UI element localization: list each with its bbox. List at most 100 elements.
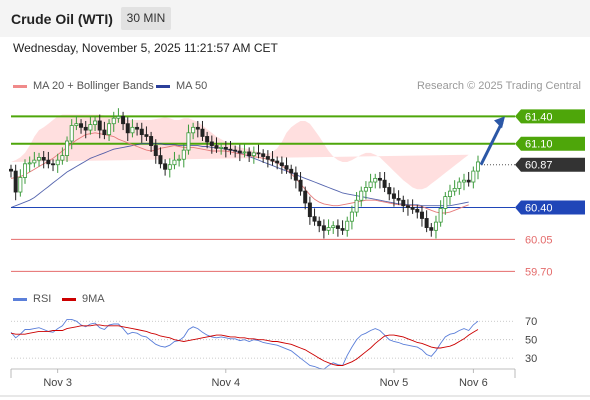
instrument-title: Crude Oil (WTI) [11, 11, 113, 27]
candle-body [401, 199, 406, 207]
rsi-swatch [13, 297, 27, 301]
candle-body [69, 125, 74, 142]
candle-body [265, 156, 270, 160]
candle-body [303, 190, 308, 204]
candle-body [335, 225, 340, 229]
ma9-label: 9MA [82, 293, 105, 305]
ma20-swatch [13, 84, 27, 88]
candle-body [130, 126, 135, 134]
candle-body [116, 116, 121, 119]
time-axis: Nov 3 Nov 4 Nov 5 Nov 6 [10, 368, 516, 389]
candle-body [307, 202, 312, 218]
candle-body [97, 120, 102, 131]
candle-body [433, 221, 438, 231]
candle-body [55, 159, 60, 166]
candle-body [186, 132, 191, 151]
candle-body [377, 177, 382, 181]
title-bar [0, 0, 590, 37]
ma9-swatch [62, 297, 76, 301]
candle-body [256, 152, 261, 155]
candle-body [200, 128, 205, 137]
candle-body [233, 149, 238, 152]
rsi-panel: 70 50 30 [10, 316, 537, 370]
candle-body [345, 220, 350, 231]
candle-body [139, 128, 144, 136]
candle-body [298, 179, 303, 192]
bottom-divider [0, 395, 590, 397]
credit-text: Research © 2025 Trading Central [416, 80, 581, 92]
candle-body [270, 158, 275, 162]
candle-body [237, 150, 242, 154]
candle-body [312, 216, 317, 222]
candle-body [419, 211, 424, 219]
legend-ma20: MA 20 + Bollinger Bands [13, 80, 154, 92]
candle-body [65, 140, 70, 156]
candle-body [447, 190, 452, 198]
candle-body [242, 151, 247, 154]
level-label-61-10: 61.10 [525, 139, 553, 151]
level-label-60-40: 60.40 [525, 203, 553, 215]
timeframe-badge[interactable]: 30 MIN [121, 7, 171, 30]
target-arrow-head [494, 116, 505, 129]
candle-body [424, 218, 429, 228]
candle-body [51, 163, 56, 166]
candle-body [331, 225, 336, 228]
candle-body [23, 163, 28, 178]
legend-ma50: MA 50 [156, 80, 207, 92]
candle-body [279, 162, 284, 167]
candle-body [135, 126, 140, 130]
candle-body [410, 207, 415, 210]
candle-body [158, 155, 163, 165]
candle-body [326, 227, 331, 231]
ma20-label: MA 20 + Bollinger Bands [33, 80, 154, 92]
candle-body [172, 159, 177, 166]
candle-body [382, 179, 387, 188]
candle-body [443, 196, 448, 209]
candle-body [37, 157, 42, 161]
candle-body [79, 123, 84, 128]
candle-body [359, 190, 364, 201]
candle-body [396, 198, 401, 201]
candle-body [475, 161, 480, 172]
candle-body [8, 168, 13, 172]
candle-body [354, 199, 359, 213]
candle-body [41, 157, 46, 161]
level-label-60-05: 60.05 [525, 234, 553, 246]
price-labels-layer: 61.40 61.10 60.87 60.40 60.05 59.70 [515, 109, 585, 278]
candle-body [219, 146, 224, 149]
candle-body [228, 148, 233, 151]
candle-body [261, 153, 266, 157]
candle-body [149, 136, 154, 146]
rsi-tick-label-30: 30 [525, 353, 537, 365]
time-tick-label: Nov 4 [211, 377, 240, 389]
candle-body [429, 227, 434, 231]
candle-body [466, 179, 471, 183]
candle-body [163, 163, 168, 170]
candle-body [107, 123, 112, 136]
time-tick-label: Nov 5 [380, 377, 409, 389]
candle-body [93, 120, 98, 126]
candle-body [125, 123, 130, 134]
candle-body [457, 181, 462, 189]
candle-body [88, 124, 93, 131]
rsi-tick-label-70: 70 [525, 316, 537, 328]
candle-body [121, 116, 126, 125]
level-badge-60-40 [515, 200, 585, 215]
time-tick-label: Nov 3 [43, 377, 72, 389]
candle-body [214, 145, 219, 149]
candle-body [391, 193, 396, 199]
candle-body [251, 152, 256, 156]
candle-body [340, 228, 345, 231]
candle-body [461, 179, 466, 183]
rsi-line [10, 318, 479, 370]
candle-body [83, 126, 88, 131]
candle-body [289, 168, 294, 174]
candle-body [205, 136, 210, 143]
rsi-tick-label-50: 50 [525, 335, 537, 347]
candle-body [223, 146, 228, 150]
candle-body [317, 220, 322, 227]
rsi-label: RSI [33, 293, 52, 305]
candle-body [13, 170, 18, 193]
candle-body [415, 208, 420, 213]
